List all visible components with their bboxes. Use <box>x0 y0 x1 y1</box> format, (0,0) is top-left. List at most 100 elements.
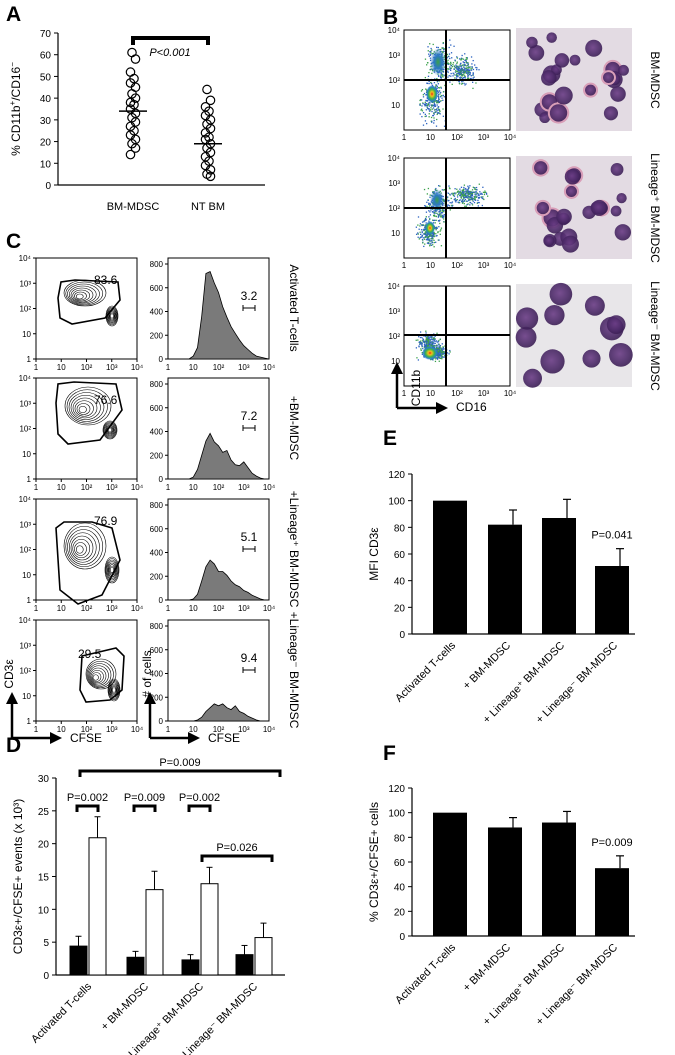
c-contour-line <box>63 522 107 570</box>
b-event-dot <box>419 113 421 115</box>
b-event-dot <box>427 103 429 105</box>
f-bar <box>488 827 522 936</box>
b-event-dot <box>437 347 440 350</box>
c-ytick-label: 1 <box>27 355 32 364</box>
b-cell-nucleus <box>614 224 632 241</box>
b-event-dot <box>429 53 432 55</box>
b-event-dot <box>429 51 431 53</box>
b-event-dot <box>462 201 465 203</box>
b-event-dot <box>425 330 427 332</box>
b-event-dot <box>427 342 430 344</box>
b-event-dot <box>464 191 466 193</box>
b-event-dot <box>472 186 474 188</box>
b-event-dot <box>433 103 436 106</box>
b-event-dot <box>420 236 422 238</box>
c-hist-xtick-label: 1 <box>166 604 171 613</box>
b-event-dot <box>437 98 440 100</box>
b-event-dot <box>433 231 435 234</box>
b-event-dot <box>430 341 433 343</box>
b-event-dot <box>447 192 450 194</box>
b-x-arrowhead <box>436 402 448 414</box>
b-event-dot <box>470 195 472 197</box>
b-event-dot <box>469 197 471 199</box>
c-xtick-label: 10³ <box>106 725 118 734</box>
b-event-dot <box>462 69 464 71</box>
c-hist-xtick-label: 10 <box>189 363 198 372</box>
b-event-dot <box>450 52 453 54</box>
b-event-dot <box>454 197 456 200</box>
b-event-dot <box>428 105 430 107</box>
b-event-dot <box>457 80 460 82</box>
b-event-dot <box>425 103 428 105</box>
b-event-dot <box>478 69 480 71</box>
b-event-dot <box>453 65 455 67</box>
f-ytick-label: 0 <box>399 932 405 943</box>
c-hist-ytick-label: 600 <box>150 646 164 655</box>
b-event-dot <box>460 77 463 79</box>
b-event-dot <box>418 345 420 347</box>
b-event-dot <box>454 74 456 76</box>
b-event-dot <box>437 83 440 85</box>
c-gate-polygon <box>55 381 123 445</box>
b-event-dot <box>473 76 475 78</box>
b-event-dot <box>428 116 430 118</box>
b-event-dot <box>430 81 432 84</box>
b-event-dot <box>475 193 478 195</box>
b-event-dot <box>474 191 476 193</box>
c-ytick-label: 10³ <box>19 399 31 408</box>
b-xtick-label: 10³ <box>478 261 490 270</box>
b-ytick-label: 10³ <box>388 307 400 316</box>
b-event-dot <box>464 198 467 201</box>
b-event-dot <box>462 195 464 197</box>
b-event-dot <box>441 350 443 353</box>
b-event-dot <box>460 196 462 198</box>
panel-label-f: F <box>383 742 396 765</box>
b-xtick-label: 10² <box>451 133 463 142</box>
b-event-dot <box>449 64 452 66</box>
b-event-dot <box>451 193 453 195</box>
b-ytick-label: 10² <box>388 204 400 213</box>
b-event-dot <box>435 125 438 127</box>
b-event-dot <box>438 91 440 93</box>
c-contour-line <box>105 424 115 436</box>
b-event-dot <box>427 236 429 239</box>
d-ytick-label: 25 <box>38 807 50 818</box>
b-event-dot <box>426 340 428 342</box>
b-event-dot <box>423 340 425 342</box>
b-event-dot <box>459 71 462 73</box>
b-event-dot <box>446 63 449 65</box>
b-event-dot <box>439 355 441 357</box>
b-event-dot <box>461 195 464 197</box>
b-event-dot <box>430 116 433 119</box>
b-event-dot <box>464 75 466 77</box>
b-cell-nucleus <box>515 326 537 348</box>
c-gate-percent: 76.9 <box>94 514 118 528</box>
b-event-dot <box>423 237 425 239</box>
c-contour-line <box>112 687 116 693</box>
b-event-dot <box>468 68 470 70</box>
b-event-dot <box>417 236 419 238</box>
b-event-dot <box>449 187 451 190</box>
b-event-dot <box>438 101 441 104</box>
b-event-dot <box>428 101 430 104</box>
c-contour-line <box>67 529 100 565</box>
b-event-dot <box>461 200 463 202</box>
c-row-label: +Lineage⁺ BM-MDSC <box>287 491 301 608</box>
b-event-dot <box>458 193 460 196</box>
b-xtick-label: 10³ <box>478 133 490 142</box>
b-event-dot <box>469 199 471 201</box>
b-event-dot <box>435 100 438 102</box>
b-cell-nucleus <box>610 163 624 176</box>
b-event-dot <box>463 196 466 199</box>
c-ytick-label: 10³ <box>19 279 31 288</box>
c-hist-ytick-label: 400 <box>150 549 164 558</box>
b-event-dot <box>455 201 457 203</box>
c-row-label: +BM-MDSC <box>287 396 301 461</box>
b-event-dot <box>449 57 451 60</box>
b-event-dot <box>429 344 431 346</box>
b-event-dot <box>467 76 469 78</box>
c-contour-line <box>108 681 120 699</box>
b-event-dot <box>433 336 435 339</box>
b-event-dot <box>440 94 443 97</box>
b-event-dot <box>426 104 428 106</box>
